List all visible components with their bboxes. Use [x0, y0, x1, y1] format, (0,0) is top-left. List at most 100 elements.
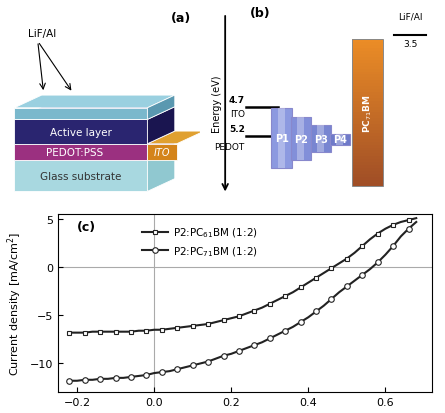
P2:PC$_{61}$BM (1:2)	[298, 285, 303, 290]
Bar	[352, 154, 383, 157]
Bar	[352, 183, 383, 187]
P2:PC$_{71}$BM (1:2)	[97, 376, 103, 381]
P2:PC$_{71}$BM (1:2)	[190, 363, 195, 368]
P2:PC$_{71}$BM (1:2)	[259, 340, 265, 345]
P2:PC$_{61}$BM (1:2)	[129, 330, 134, 335]
Text: P4: P4	[333, 135, 347, 145]
P2:PC$_{71}$BM (1:2)	[375, 260, 380, 265]
Text: P2: P2	[294, 135, 308, 145]
Bar	[352, 66, 383, 70]
Bar	[352, 72, 383, 76]
Text: PC$_{71}$BM: PC$_{71}$BM	[361, 94, 374, 133]
Line: P2:PC$_{71}$BM (1:2): P2:PC$_{71}$BM (1:2)	[67, 220, 419, 384]
P2:PC$_{71}$BM (1:2)	[267, 336, 272, 341]
P2:PC$_{61}$BM (1:2)	[413, 216, 419, 221]
Bar	[352, 75, 383, 79]
P2:PC$_{61}$BM (1:2)	[136, 328, 142, 333]
P2:PC$_{71}$BM (1:2)	[90, 377, 95, 382]
P2:PC$_{71}$BM (1:2)	[206, 359, 211, 364]
P2:PC$_{71}$BM (1:2)	[221, 354, 226, 358]
Polygon shape	[147, 145, 177, 160]
P2:PC$_{71}$BM (1:2)	[82, 377, 88, 382]
P2:PC$_{71}$BM (1:2)	[367, 267, 372, 272]
Bar	[352, 151, 383, 154]
P2:PC$_{61}$BM (1:2)	[182, 325, 188, 330]
Bar	[352, 122, 383, 126]
P2:PC$_{61}$BM (1:2)	[336, 261, 342, 266]
Bar	[352, 90, 383, 93]
Polygon shape	[14, 96, 175, 109]
Bar	[352, 40, 383, 186]
Bar	[352, 125, 383, 128]
Line: P2:PC$_{61}$BM (1:2): P2:PC$_{61}$BM (1:2)	[67, 216, 419, 335]
Bar	[352, 49, 383, 52]
P2:PC$_{61}$BM (1:2)	[113, 330, 118, 335]
Bar	[311, 126, 331, 153]
P2:PC$_{61}$BM (1:2)	[236, 314, 242, 319]
Text: 5.2: 5.2	[229, 125, 245, 134]
Legend: P2:PC$_{61}$BM (1:2), P2:PC$_{71}$BM (1:2): P2:PC$_{61}$BM (1:2), P2:PC$_{71}$BM (1:…	[138, 222, 262, 262]
Bar	[352, 113, 383, 117]
P2:PC$_{71}$BM (1:2)	[129, 375, 134, 380]
Bar	[352, 61, 383, 64]
Bar	[352, 110, 383, 114]
P2:PC$_{71}$BM (1:2)	[390, 244, 396, 249]
Text: ITO: ITO	[230, 110, 245, 119]
P2:PC$_{61}$BM (1:2)	[313, 275, 319, 280]
Polygon shape	[147, 132, 204, 145]
P2:PC$_{61}$BM (1:2)	[306, 280, 311, 285]
P2:PC$_{61}$BM (1:2)	[167, 327, 172, 332]
Polygon shape	[14, 147, 175, 160]
P2:PC$_{71}$BM (1:2)	[174, 367, 180, 372]
Bar	[352, 160, 383, 164]
Bar	[352, 52, 383, 55]
Bar	[352, 107, 383, 111]
Polygon shape	[147, 96, 175, 120]
Text: PEDOT:PSS: PEDOT:PSS	[46, 147, 104, 157]
Bar	[352, 145, 383, 149]
P2:PC$_{71}$BM (1:2)	[298, 320, 303, 325]
Bar	[352, 128, 383, 131]
P2:PC$_{61}$BM (1:2)	[90, 330, 95, 335]
Bar	[291, 118, 312, 161]
P2:PC$_{71}$BM (1:2)	[344, 284, 349, 289]
Bar	[352, 140, 383, 143]
P2:PC$_{61}$BM (1:2)	[198, 323, 203, 328]
Bar	[352, 93, 383, 96]
P2:PC$_{61}$BM (1:2)	[151, 328, 157, 332]
P2:PC$_{61}$BM (1:2)	[206, 322, 211, 327]
P2:PC$_{71}$BM (1:2)	[229, 351, 234, 356]
Bar	[352, 99, 383, 102]
Bar	[352, 119, 383, 123]
Bar	[352, 171, 383, 175]
P2:PC$_{71}$BM (1:2)	[67, 378, 72, 383]
P2:PC$_{61}$BM (1:2)	[174, 325, 180, 330]
Bar	[352, 142, 383, 146]
Bar	[352, 157, 383, 160]
P2:PC$_{71}$BM (1:2)	[182, 365, 188, 370]
P2:PC$_{71}$BM (1:2)	[283, 328, 288, 333]
Bar	[271, 109, 292, 169]
Text: (a): (a)	[170, 12, 191, 25]
P2:PC$_{61}$BM (1:2)	[367, 237, 372, 242]
Bar	[352, 69, 383, 73]
Bar	[352, 81, 383, 85]
Text: 4.7: 4.7	[229, 96, 245, 105]
Bar	[352, 43, 383, 47]
P2:PC$_{71}$BM (1:2)	[352, 278, 357, 283]
Text: Active layer: Active layer	[50, 127, 112, 137]
Bar	[352, 137, 383, 140]
Bar	[297, 118, 304, 161]
Bar	[336, 134, 343, 145]
Polygon shape	[147, 147, 175, 192]
Bar	[352, 102, 383, 105]
P2:PC$_{61}$BM (1:2)	[390, 223, 396, 228]
P2:PC$_{71}$BM (1:2)	[290, 325, 295, 330]
P2:PC$_{61}$BM (1:2)	[121, 330, 126, 335]
P2:PC$_{61}$BM (1:2)	[97, 330, 103, 335]
P2:PC$_{71}$BM (1:2)	[144, 373, 149, 377]
Text: P1: P1	[275, 133, 289, 144]
Polygon shape	[14, 109, 147, 120]
P2:PC$_{61}$BM (1:2)	[344, 256, 349, 261]
P2:PC$_{71}$BM (1:2)	[244, 346, 249, 351]
